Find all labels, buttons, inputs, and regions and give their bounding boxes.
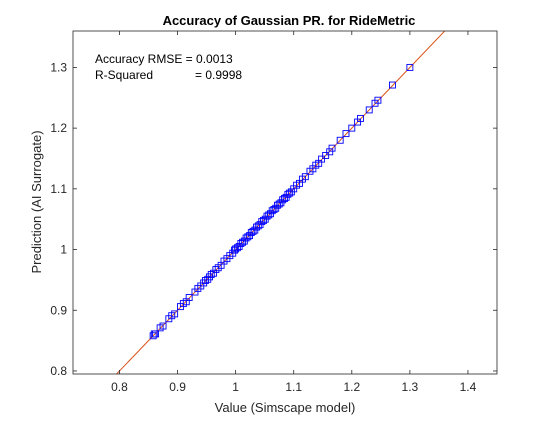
- data-point: [374, 96, 382, 104]
- data-point: [237, 240, 245, 247]
- data-point: [212, 266, 220, 274]
- data-point: [207, 270, 215, 278]
- data-point: [200, 279, 208, 287]
- data-point: [206, 273, 213, 281]
- r2-annotation-value: = 0.9998: [195, 68, 242, 82]
- data-point: [275, 200, 283, 208]
- data-point: [239, 238, 247, 246]
- y-tick-label: 1: [60, 243, 67, 257]
- data-point: [389, 81, 396, 89]
- data-point: [258, 218, 266, 226]
- data-point: [336, 136, 344, 144]
- x-tick-label: 1.3: [402, 380, 419, 394]
- x-tick-label: 0.8: [111, 380, 128, 394]
- data-point: [210, 269, 218, 277]
- data-point: [263, 212, 271, 220]
- data-point: [301, 173, 309, 181]
- y-tick-label: 0.8: [50, 364, 67, 378]
- x-axis-label: Value (Simscape model): [215, 400, 356, 415]
- x-tick-label: 1.2: [343, 380, 360, 394]
- data-point: [149, 332, 157, 340]
- data-point: [279, 196, 287, 204]
- data-point: [284, 190, 292, 198]
- data-point: [365, 106, 373, 114]
- data-point: [249, 227, 257, 235]
- data-point: [274, 201, 281, 209]
- data-point: [232, 245, 240, 253]
- data-point: [328, 144, 336, 152]
- data-point: [406, 63, 414, 71]
- data-point: [233, 244, 241, 252]
- tick-layer: 0.8 0.9 1 1.1 1.2 1.3 1.4 0.8 0.9 1 1.1 1.2 1.3: [50, 31, 497, 394]
- y-tick-label: 1.1: [50, 182, 67, 196]
- data-point: [244, 233, 252, 241]
- data-point: [322, 151, 330, 159]
- y-axis-label: Prediction (AI Surrogate): [29, 130, 44, 273]
- chart-title: Accuracy of Gaussian PR. for RideMetric: [163, 13, 416, 28]
- y-tick-label: 1.2: [50, 121, 67, 135]
- data-point: [254, 222, 262, 230]
- data-point: [286, 189, 294, 197]
- axes-box: [72, 30, 498, 375]
- data-point: [242, 234, 250, 242]
- data-point: [357, 114, 364, 122]
- data-point: [260, 216, 267, 224]
- r2-annotation-label: R-Squared: [95, 68, 153, 82]
- y-tick-label: 0.9: [50, 303, 67, 317]
- rmse-annotation: Accuracy RMSE = 0.0013: [95, 52, 233, 66]
- reference-line: [115, 31, 446, 374]
- data-point: [268, 207, 276, 215]
- data-point: [265, 211, 273, 219]
- data-point: [204, 275, 212, 283]
- data-point: [185, 294, 193, 301]
- x-tick-label: 1: [232, 380, 239, 394]
- data-point: [159, 322, 167, 330]
- data-point: [326, 148, 334, 156]
- x-tick-label: 0.9: [169, 380, 186, 394]
- data-point: [171, 310, 179, 318]
- data-point: [152, 330, 159, 338]
- data-point: [201, 277, 209, 284]
- x-tick-label: 1.1: [285, 380, 302, 394]
- data-point: [342, 130, 350, 138]
- y-tick-label: 1.3: [50, 60, 67, 74]
- data-layer: [115, 31, 446, 374]
- x-tick-label: 1.4: [460, 380, 477, 394]
- data-point: [318, 155, 326, 163]
- data-point: [247, 229, 255, 237]
- data-point: [270, 206, 278, 213]
- data-point: [348, 124, 356, 132]
- data-point: [253, 223, 260, 231]
- data-point: [280, 195, 288, 203]
